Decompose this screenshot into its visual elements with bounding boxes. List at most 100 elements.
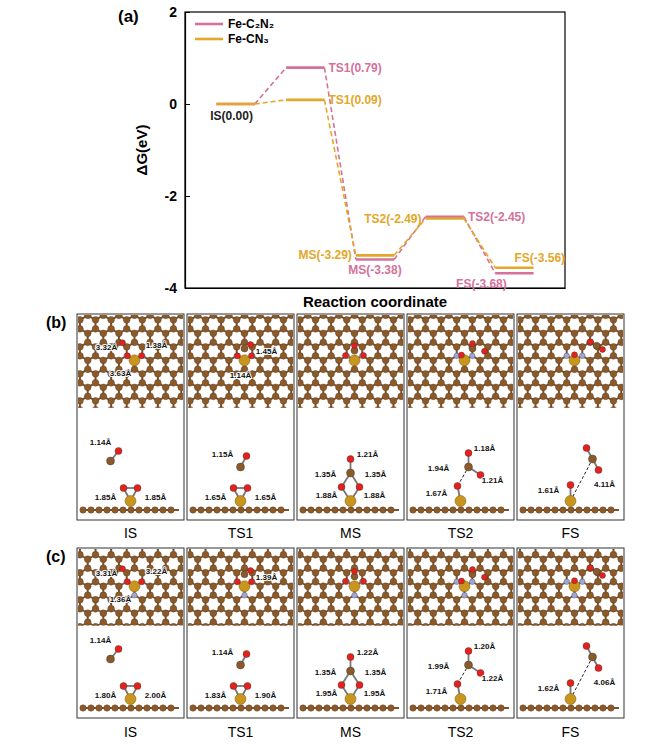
carbon-atom xyxy=(438,370,445,377)
carbon-atom xyxy=(116,556,123,563)
carbon-atom xyxy=(390,406,397,407)
carbon-atom xyxy=(214,507,220,513)
carbon-atom xyxy=(272,366,279,373)
carbon-atom xyxy=(162,366,169,373)
panel-border xyxy=(517,314,624,520)
carbon-atom xyxy=(508,315,513,319)
carbon-atom xyxy=(500,370,507,377)
carbon-atom xyxy=(524,339,531,346)
y-tick: -2 xyxy=(165,188,190,204)
carbon-atom xyxy=(264,325,271,332)
carbon-atom xyxy=(414,393,421,400)
carbon-atom xyxy=(474,507,480,513)
iron-atom xyxy=(129,581,140,592)
carbon-atom xyxy=(84,357,91,364)
carbon-atom xyxy=(492,384,499,391)
carbon-atom xyxy=(618,315,623,319)
carbon-atom xyxy=(408,325,413,332)
y-tick-label: 2 xyxy=(169,4,177,20)
carbon-atom xyxy=(123,549,130,550)
carbon-atom xyxy=(78,623,83,625)
carbon-atom xyxy=(88,705,94,711)
carbon-atom xyxy=(131,384,138,391)
carbon-atom xyxy=(579,343,586,350)
carbon-atom xyxy=(170,623,177,625)
carbon-atom xyxy=(587,330,594,337)
carbon-atom xyxy=(257,330,264,337)
carbon-atom xyxy=(508,330,513,337)
carbon-atom xyxy=(320,330,327,337)
carbon-atom xyxy=(492,339,499,346)
carbon-atom xyxy=(178,384,183,391)
bond-length-label: 3.32Å xyxy=(96,343,118,352)
carbon-atom xyxy=(116,330,123,337)
carbon-atom xyxy=(500,379,507,386)
carbon-atom xyxy=(390,352,397,359)
carbon-atom xyxy=(576,507,582,513)
carbon-atom xyxy=(469,379,476,386)
oxygen-atom xyxy=(249,353,255,359)
bond-length-label: 3.63Å xyxy=(110,369,132,378)
carbon-atom xyxy=(453,316,460,323)
carbon-atom xyxy=(210,339,217,346)
carbon-atom xyxy=(202,316,209,323)
carbon-atom xyxy=(524,330,531,337)
carbon-atom xyxy=(520,507,526,513)
carbon-atom xyxy=(154,549,161,550)
nitrogen-atom xyxy=(139,579,145,585)
state-label: TS1 xyxy=(228,525,254,541)
carbon-atom xyxy=(548,379,555,386)
carbon-atom xyxy=(188,596,193,603)
carbon-atom xyxy=(602,357,609,364)
carbon-atom xyxy=(532,397,539,404)
carbon-atom xyxy=(438,352,445,359)
carbon-atom xyxy=(78,379,83,386)
carbon-atom xyxy=(280,370,287,377)
carbon-atom xyxy=(610,343,617,350)
carbon-atom xyxy=(288,339,293,346)
carbon-atom xyxy=(107,655,115,663)
carbon-atom xyxy=(188,406,193,407)
carbon-atom xyxy=(414,357,421,364)
carbon-atom xyxy=(123,316,130,323)
carbon-atom xyxy=(272,339,279,346)
bond-length-label: 1.45Å xyxy=(256,347,278,356)
carbon-atom xyxy=(116,619,123,626)
oxygen-atom xyxy=(352,343,358,349)
carbon-atom xyxy=(602,384,609,391)
carbon-atom xyxy=(500,325,507,332)
carbon-atom xyxy=(308,507,314,513)
carbon-atom xyxy=(618,339,623,346)
carbon-atom xyxy=(336,330,343,337)
y-tick-label: -4 xyxy=(165,280,178,296)
carbon-atom xyxy=(461,384,468,391)
carbon-atom xyxy=(170,316,177,323)
carbon-atom xyxy=(202,370,209,377)
carbon-atom xyxy=(170,549,177,550)
carbon-atom xyxy=(579,325,586,332)
carbon-atom xyxy=(131,339,138,346)
carbon-atom xyxy=(226,315,233,319)
y-tick-mark xyxy=(185,196,190,197)
carbon-atom xyxy=(218,397,225,404)
carbon-atom xyxy=(100,556,107,563)
oxygen-atom xyxy=(134,683,141,690)
carbon-atom xyxy=(298,352,303,359)
carbon-atom xyxy=(78,578,83,585)
bond-length-label: 1.21Å xyxy=(357,450,379,459)
carbon-atom xyxy=(390,370,397,377)
carbon-atom xyxy=(264,370,271,377)
carbon-atom xyxy=(484,370,491,377)
data-label: FS(-3.56) xyxy=(514,251,565,265)
carbon-atom xyxy=(194,556,201,563)
carbon-atom xyxy=(594,325,601,332)
oxygen-atom xyxy=(361,352,367,358)
data-label: MS(-3.29) xyxy=(298,248,351,262)
carbon-atom xyxy=(446,330,453,337)
carbon-atom xyxy=(84,330,91,337)
carbon-atom xyxy=(210,556,217,563)
carbon-atom xyxy=(453,406,460,407)
carbon-atom xyxy=(594,406,601,407)
lattice-top-view xyxy=(408,315,513,408)
carbon-atom xyxy=(571,393,578,400)
